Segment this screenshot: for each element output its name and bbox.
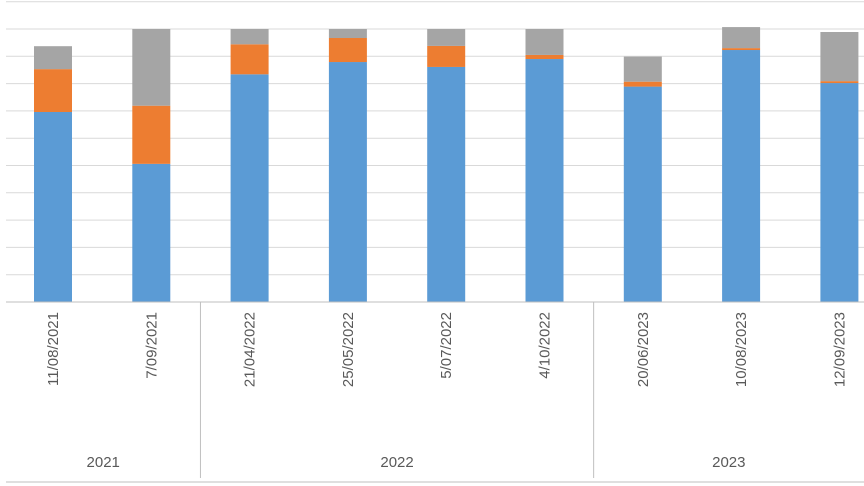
bar-segment-series-2 [328, 38, 367, 63]
bar-segment-series-3 [623, 56, 662, 82]
category-tick-label: 21/04/2022 [242, 312, 259, 387]
year-group-label: 2022 [380, 454, 413, 471]
bar-segment-series-1 [820, 83, 859, 302]
bar-segment-series-3 [820, 32, 859, 82]
category-labels: 11/08/2021 7/09/2021 21/04/2022 25/05/2022 5… [45, 312, 848, 387]
bar-segment-series-3 [722, 27, 761, 49]
category-axis [6, 301, 864, 483]
bar-segment-series-2 [623, 81, 662, 87]
bar-segment-series-2 [132, 105, 171, 164]
bar-segment-series-1 [427, 66, 466, 303]
year-group-labels: 2021 2022 2023 [87, 454, 746, 471]
category-tick-label: 10/08/2023 [733, 312, 750, 387]
year-group-label: 2021 [87, 454, 120, 471]
bar-segment-series-1 [525, 59, 564, 302]
bar-segment-series-3 [427, 29, 466, 46]
bar-stacks [34, 27, 859, 303]
bar-segment-series-2 [427, 45, 466, 67]
bar-segment-series-1 [328, 62, 367, 302]
bar-segment-series-1 [722, 50, 761, 303]
bar-segment-series-1 [230, 74, 269, 303]
category-tick-label: 12/09/2023 [831, 312, 848, 387]
category-tick-label: 5/07/2022 [438, 312, 455, 379]
bar-segment-series-2 [525, 54, 564, 60]
bar-segment-series-2 [230, 44, 269, 75]
bar-segment-series-2 [722, 48, 761, 51]
bar-segment-series-3 [34, 46, 72, 70]
bar-segment-series-1 [34, 111, 72, 302]
bar-segment-series-1 [132, 163, 171, 302]
category-tick-label: 4/10/2022 [537, 312, 554, 379]
category-tick-label: 7/09/2021 [143, 312, 160, 379]
bar-segment-series-2 [820, 81, 859, 84]
category-tick-label: 20/06/2023 [635, 312, 652, 387]
category-tick-label: 25/05/2022 [340, 312, 357, 387]
bar-segment-series-2 [34, 69, 72, 112]
bar-segment-series-3 [230, 29, 269, 45]
bar-segment-series-3 [328, 29, 367, 39]
bar-segment-series-3 [525, 29, 564, 55]
year-group-label: 2023 [712, 454, 745, 471]
bar-segment-series-3 [132, 29, 171, 106]
bar-segment-series-1 [623, 86, 662, 302]
category-tick-label: 11/08/2021 [45, 312, 62, 386]
